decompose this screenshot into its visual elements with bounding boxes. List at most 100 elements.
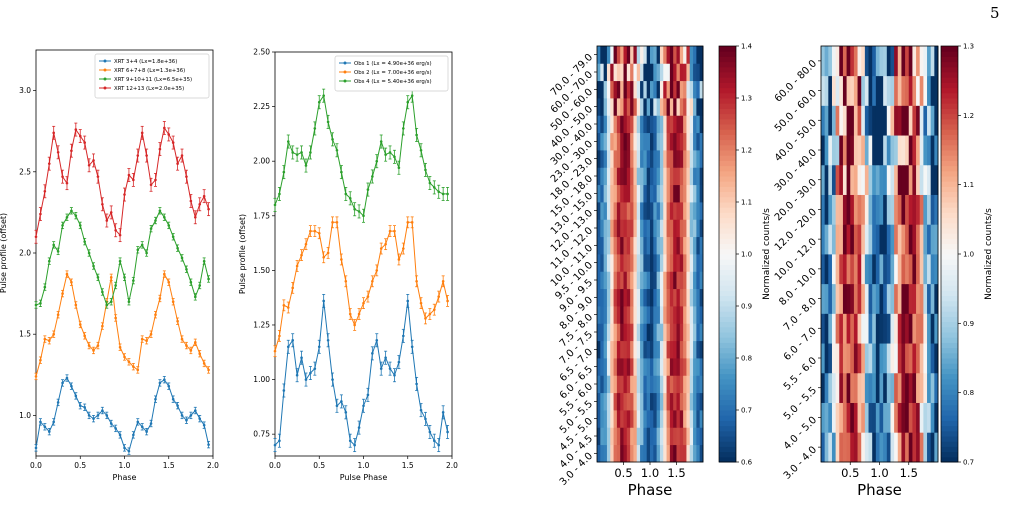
- heatmap-cell: [630, 132, 634, 151]
- colorbar-slice: [719, 404, 736, 411]
- heatmap-cell: [930, 194, 935, 225]
- heatmap-cell: [623, 150, 628, 168]
- heatmap-cell: [633, 219, 638, 238]
- heatmap-cell: [643, 306, 648, 324]
- data-point: [335, 221, 339, 224]
- heatmap-cell: [693, 46, 697, 64]
- heatmap-cell: [597, 46, 601, 64]
- data-point: [304, 378, 308, 381]
- heatmap-cell: [659, 80, 664, 99]
- heatmap-cell: [653, 115, 658, 134]
- data-point: [105, 303, 109, 307]
- heatmap-cell: [835, 224, 840, 255]
- data-point: [39, 358, 42, 362]
- heatmap-cell: [616, 392, 621, 411]
- data-point: [101, 324, 104, 328]
- heatmap-cell: [630, 98, 634, 116]
- heatmap-cell: [616, 306, 621, 324]
- data-point: [167, 133, 171, 136]
- y-tick-label: 0.75: [253, 430, 270, 439]
- heatmap-cell: [669, 271, 674, 290]
- heatmap-cell: [875, 224, 880, 255]
- data-point: [362, 214, 365, 218]
- heatmap-cell: [646, 132, 651, 151]
- heatmap-cell: [683, 236, 687, 255]
- data-point: [34, 375, 38, 378]
- heatmap-cell: [623, 115, 628, 134]
- colorbar-slice: [719, 295, 736, 302]
- data-point: [87, 164, 91, 167]
- heatmap-cell: [613, 358, 618, 376]
- heatmap-cell: [824, 135, 829, 166]
- colorbar-slice: [719, 290, 736, 297]
- heatmap-cell: [669, 63, 674, 82]
- heatmap-cell: [597, 254, 601, 272]
- heatmap-cell: [927, 75, 932, 106]
- heatmap-cell: [643, 392, 648, 411]
- colorbar-slice: [719, 420, 736, 427]
- y-tick-label: 3.0: [19, 86, 31, 95]
- heatmap-cell: [630, 46, 634, 64]
- heatmap-cell: [835, 283, 840, 314]
- heatmap-cell: [693, 184, 697, 203]
- heatmap-cell: [620, 184, 624, 203]
- heatmap-cell: [633, 358, 638, 376]
- heatmap-cell: [603, 444, 608, 463]
- heatmap-cell: [908, 283, 913, 314]
- heatmap-cell: [630, 427, 634, 446]
- heatmap-cell: [850, 313, 855, 344]
- heatmap-cell: [912, 343, 917, 374]
- colorbar-slice: [941, 186, 958, 193]
- heatmap-cell: [646, 46, 651, 64]
- heatmap-cell: [656, 427, 661, 446]
- heatmap-cell: [864, 164, 869, 195]
- heatmap-cell: [894, 283, 899, 314]
- heatmap-cell: [620, 98, 624, 116]
- heatmap-cell: [610, 184, 614, 203]
- x-tick-label: 1.5: [667, 466, 685, 480]
- heatmap-cell: [835, 254, 840, 285]
- heatmap-cell: [923, 105, 928, 136]
- heatmap-cell: [669, 340, 674, 359]
- heatmap-cell: [821, 283, 826, 314]
- heatmap-cell: [897, 105, 902, 136]
- heatmap-cell: [656, 98, 661, 116]
- heatmap-cell: [616, 427, 621, 446]
- heatmap-cell: [875, 254, 880, 285]
- x-tick-label: 1.0: [119, 461, 131, 470]
- x-tick-label: 1.5: [163, 461, 175, 470]
- colorbar-slice: [719, 436, 736, 442]
- heatmap-cell: [666, 271, 671, 290]
- heatmap-cell: [857, 432, 862, 463]
- data-point: [70, 149, 73, 152]
- heatmap-cell: [696, 288, 701, 307]
- heatmap-cell: [686, 115, 691, 134]
- heatmap-cell: [696, 167, 701, 186]
- colorbar-slice: [719, 186, 736, 193]
- data-point: [158, 209, 162, 213]
- colorbar-slice: [719, 103, 736, 109]
- heatmap-cell: [897, 135, 902, 166]
- heatmap-cell: [643, 184, 648, 203]
- heatmap-cell: [633, 375, 638, 394]
- heatmap-cell: [912, 164, 917, 195]
- heatmap-cell: [606, 358, 611, 376]
- colorbar-tick-label: 1.2: [963, 112, 974, 120]
- data-point: [96, 414, 100, 417]
- heatmap-cell: [905, 402, 910, 433]
- heatmap-cell: [689, 323, 694, 342]
- heatmap-cell: [673, 150, 677, 168]
- heatmap-cell: [905, 283, 910, 314]
- heatmap-cell: [923, 402, 928, 433]
- heatmap-cell: [623, 358, 628, 376]
- data-point: [171, 300, 175, 304]
- colorbar-slice: [719, 394, 736, 401]
- heatmap-cell: [673, 392, 677, 411]
- heatmap-cell: [699, 219, 704, 238]
- data-point: [176, 246, 179, 250]
- heatmap-cell: [868, 46, 873, 77]
- data-point: [83, 240, 86, 243]
- heatmap-cell: [636, 427, 641, 446]
- data-point: [357, 426, 361, 429]
- heatmap-cell: [699, 132, 704, 151]
